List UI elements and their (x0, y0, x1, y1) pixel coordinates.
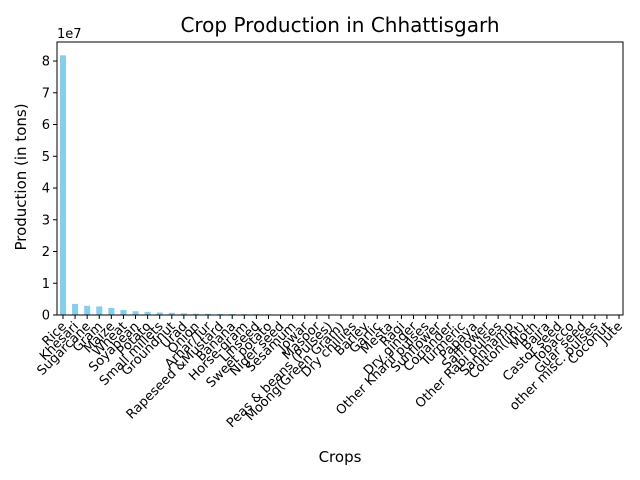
y-tick-label: 3 (42, 213, 50, 228)
chart-title: Crop Production in Chhattisgarh (180, 13, 499, 37)
bar (217, 313, 224, 315)
y-ticks: 0 1 2 3 4 5 6 7 8 (42, 55, 57, 324)
y-tick-label: 6 (42, 118, 50, 133)
y-axis-label: Production (in tons) (12, 103, 30, 250)
bars (59, 55, 623, 316)
y-tick-label: 2 (42, 245, 50, 260)
bar (205, 313, 212, 315)
y-tick-label: 5 (42, 150, 50, 165)
plot-frame (56, 41, 624, 316)
bar (132, 311, 139, 315)
y-multiplier-label: 1e7 (57, 27, 82, 42)
bar (168, 312, 175, 315)
x-axis-label: Crops (319, 448, 362, 466)
bar (192, 313, 199, 315)
y-tick-label: 1 (42, 277, 50, 292)
y-tick-label: 4 (42, 182, 50, 197)
bar (156, 312, 163, 315)
bar (96, 306, 103, 315)
bar (108, 308, 115, 315)
bar (144, 311, 151, 315)
y-tick-label: 8 (42, 55, 50, 70)
bar (84, 305, 91, 315)
bar (120, 309, 127, 315)
y-tick-label: 0 (42, 309, 50, 324)
bar (180, 313, 187, 315)
x-ticks: RiceKhesariSugarcaneGramMaizeWheatSoyabe… (35, 315, 626, 431)
bar (72, 303, 79, 315)
y-tick-label: 7 (42, 86, 50, 101)
bar (59, 55, 67, 316)
